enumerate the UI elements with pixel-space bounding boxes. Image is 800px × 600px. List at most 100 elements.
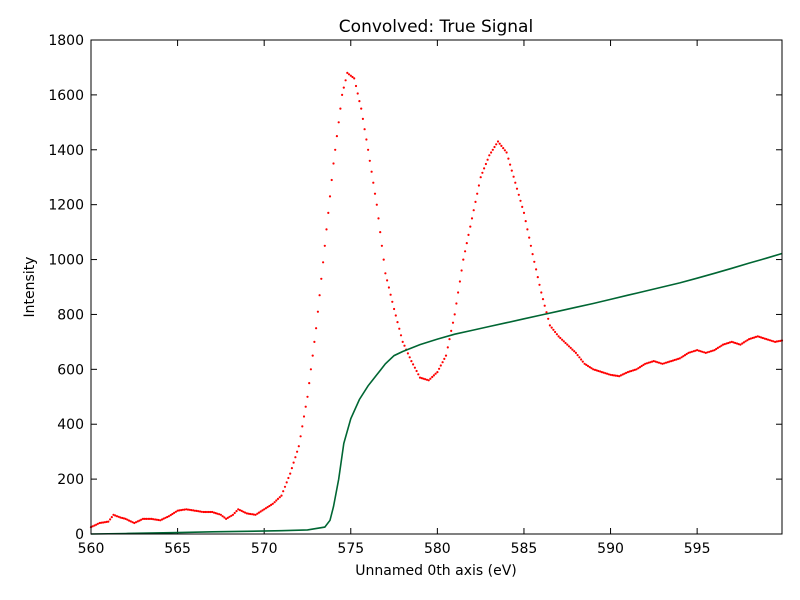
chart-title: Convolved: True Signal (339, 17, 533, 37)
data-point (387, 286, 390, 289)
y-tick-label: 600 (57, 362, 84, 378)
data-point (718, 345, 721, 348)
data-point (96, 522, 99, 525)
data-point (394, 314, 397, 317)
data-point (393, 307, 396, 311)
data-point (744, 340, 747, 343)
data-point (114, 514, 117, 517)
data-point (347, 73, 351, 76)
data-point (289, 472, 292, 475)
data-point (367, 148, 370, 151)
data-point (384, 272, 387, 275)
data-point (178, 509, 181, 512)
data-point (566, 343, 569, 346)
x-axis-label: Unnamed 0th axis (eV) (355, 563, 517, 579)
data-point (464, 250, 467, 253)
data-point (308, 382, 311, 385)
data-point (223, 516, 226, 519)
data-point (609, 373, 612, 376)
data-point (351, 75, 354, 79)
data-point (739, 343, 742, 346)
data-point (341, 93, 344, 96)
data-point (259, 510, 262, 513)
data-point (753, 336, 756, 339)
data-point (398, 327, 401, 330)
data-point (696, 349, 699, 352)
data-point (441, 361, 444, 364)
data-point (692, 350, 695, 353)
data-point (628, 370, 631, 373)
data-point (209, 510, 212, 514)
data-point (129, 520, 132, 523)
data-point (403, 344, 406, 347)
data-point (571, 348, 574, 351)
data-point (256, 512, 259, 515)
data-point (199, 510, 202, 513)
data-point (136, 520, 139, 523)
data-point (406, 352, 409, 355)
data-point (193, 509, 196, 512)
data-point (614, 374, 617, 377)
data-point (642, 363, 645, 366)
data-point (252, 513, 255, 516)
data-point (424, 378, 427, 381)
data-point (604, 372, 607, 375)
data-point (722, 343, 725, 346)
data-point (346, 71, 349, 74)
data-point (309, 368, 312, 371)
data-point (389, 293, 392, 296)
data-point (138, 519, 141, 522)
data-point (502, 147, 505, 150)
data-point (748, 338, 751, 341)
data-point (444, 354, 448, 357)
data-point (245, 512, 248, 515)
data-point (746, 339, 749, 342)
data-point (157, 518, 160, 522)
data-point (619, 374, 623, 377)
data-point (238, 509, 241, 512)
data-point (434, 372, 437, 375)
data-point (496, 140, 500, 143)
data-point (550, 326, 553, 329)
x-tick-label: 560 (78, 541, 105, 557)
data-point (770, 339, 773, 342)
data-point (555, 333, 559, 336)
data-point (294, 456, 297, 459)
data-point (231, 513, 235, 516)
data-point (315, 327, 318, 330)
data-point (635, 368, 638, 371)
data-point (320, 277, 323, 280)
data-point (453, 313, 456, 316)
data-point (207, 510, 210, 514)
data-point (760, 336, 763, 339)
plot-area: 560 565 570 575 580 585 590 595 0 200 400 600 800 100… (48, 33, 784, 557)
data-point (219, 513, 222, 516)
data-point (458, 280, 461, 283)
data-point (160, 518, 164, 521)
data-point (353, 77, 356, 80)
data-point (728, 341, 732, 344)
data-point (529, 244, 533, 247)
data-point (410, 360, 413, 363)
data-point (143, 517, 146, 521)
data-point (493, 145, 496, 149)
data-point (438, 367, 441, 370)
data-point (522, 211, 526, 214)
data-point (462, 258, 465, 261)
data-point (413, 366, 416, 369)
data-point (541, 298, 545, 301)
data-point (481, 171, 484, 174)
data-point (666, 361, 669, 364)
data-point (103, 521, 106, 524)
data-point (483, 167, 486, 170)
data-point (186, 508, 190, 511)
data-point (455, 302, 458, 305)
data-point (439, 364, 442, 367)
data-point (380, 244, 383, 247)
data-point (526, 228, 529, 231)
data-point (734, 341, 737, 345)
data-point (737, 343, 740, 346)
data-point (664, 361, 668, 364)
data-point (361, 117, 364, 120)
data-point (128, 519, 131, 522)
